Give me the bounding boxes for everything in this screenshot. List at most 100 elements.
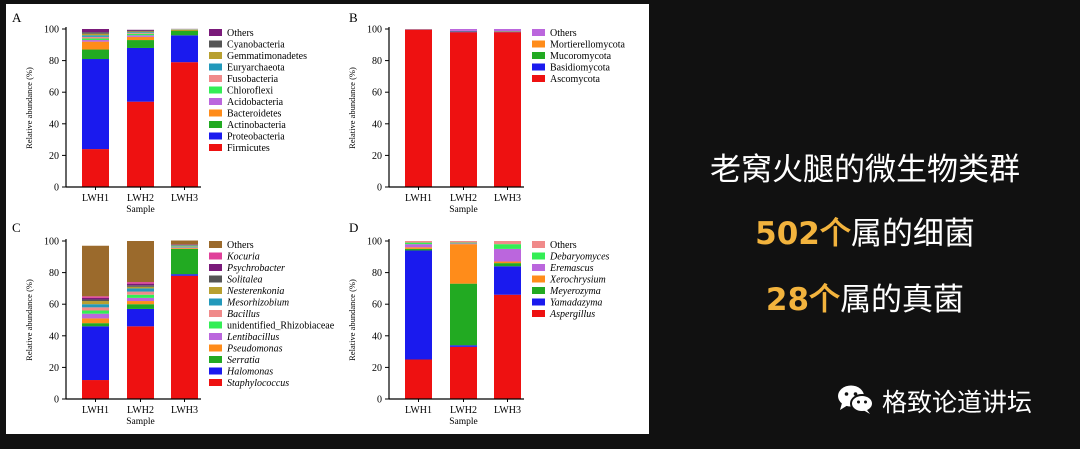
x-axis-label: Sample [449, 417, 478, 427]
bar-segment [171, 35, 198, 63]
legend-label: Proteobacteria [227, 132, 285, 143]
bar-segment [82, 29, 109, 33]
legend-label: Aspergillus [549, 309, 595, 320]
x-tick-label: LWH1 [82, 405, 109, 416]
bar-segment [494, 241, 521, 245]
legend-swatch [209, 298, 222, 306]
legend-label: unidentified_Rhizobiaceae [227, 321, 335, 332]
legend-label: Mucoromycota [550, 51, 612, 62]
bar-segment [171, 248, 198, 275]
legend-label: Nesterenkonia [226, 286, 284, 297]
bar-segment [405, 250, 432, 360]
legend-label: Serratia [227, 355, 260, 366]
y-tick-label: 80 [372, 268, 382, 279]
bar-segment [82, 40, 109, 42]
bar-segment [405, 248, 432, 251]
legend-label: Xerochrysium [549, 275, 606, 286]
legend-swatch [209, 333, 222, 340]
legend-swatch [209, 29, 222, 36]
bar-segment [450, 242, 477, 244]
x-tick-label: LWH1 [405, 193, 432, 204]
legend-label: Mesorhizobium [226, 298, 289, 309]
legend-swatch [209, 132, 222, 140]
legend-label: Cyanobacteria [227, 40, 285, 51]
bar-segment [450, 32, 477, 187]
legend-label: Basidiomycota [550, 63, 611, 74]
bar-segment [127, 291, 154, 295]
legend-label: Lentibacillus [226, 332, 279, 343]
legend-label: Mortierellomycota [550, 40, 626, 51]
bacteria-text: 属的细菌 [850, 216, 975, 252]
chart-figure: A LWH1 LWH2 LWH3 0 20 40 60 80 100 Relative abunda… [12, 10, 626, 427]
figure-panel: A LWH1 LWH2 LWH3 0 20 40 60 80 100 Relative abunda… [6, 4, 649, 434]
bar-segment [127, 304, 154, 309]
x-tick-label: LWH3 [494, 193, 521, 204]
bar-segment [127, 282, 154, 284]
bar-segment [127, 47, 154, 102]
bar-segment [82, 304, 109, 308]
legend-swatch [209, 264, 222, 271]
bar-segment [82, 326, 109, 381]
bar-segment [450, 346, 477, 399]
bar-segment [82, 380, 109, 399]
legend-label: Fusobacteria [227, 74, 279, 85]
legend-swatch [209, 344, 222, 352]
legend-swatch [209, 63, 222, 71]
bar-segment [171, 62, 198, 187]
bar-segment [127, 32, 154, 33]
bar-segment [450, 283, 477, 346]
legend-swatch [532, 52, 545, 59]
legend-swatch [209, 241, 222, 248]
legend-label: Actinobacteria [227, 120, 286, 131]
bar-segment [127, 35, 154, 37]
x-tick-label: LWH3 [171, 193, 198, 204]
x-tick-label: LWH1 [405, 405, 432, 416]
y-tick-label: 100 [44, 237, 59, 248]
panel-letter: A [12, 10, 22, 25]
bar-segment [82, 313, 109, 319]
legend-swatch [209, 356, 222, 363]
legend-swatch [532, 40, 545, 48]
legend-label: Yamadazyma [550, 298, 602, 309]
bar-segment [171, 240, 198, 245]
x-tick-label: LWH3 [171, 405, 198, 416]
legend-swatch [532, 63, 545, 71]
legend-swatch [209, 109, 222, 117]
y-tick-label: 20 [372, 151, 382, 162]
bar-segment [82, 297, 109, 300]
bar-segment [171, 30, 198, 36]
legend-label: Solitalea [227, 275, 263, 286]
x-tick-label: LWH2 [450, 405, 477, 416]
fungi-count: 28个 [765, 282, 841, 318]
legend-swatch [209, 367, 222, 375]
bar-segment [82, 35, 109, 37]
brand: 格致论道讲坛 [836, 384, 1032, 418]
legend-swatch [532, 252, 545, 260]
bar-segment [127, 36, 154, 41]
bar-segment [82, 41, 109, 50]
panel-b: B LWH1 LWH2 LWH3 0 20 40 60 80 100 Relative abunda… [347, 10, 626, 215]
bar-segment [405, 247, 432, 249]
legend-swatch [209, 40, 222, 48]
y-axis-label: Relative abundance (%) [24, 279, 34, 361]
bar-segment [450, 31, 477, 33]
wechat-icon [836, 383, 874, 420]
bar-segment [127, 294, 154, 298]
bar-segment [171, 29, 198, 31]
y-tick-label: 40 [372, 119, 382, 130]
bar-segment [127, 285, 154, 287]
caption-fungi: 28个属的真菌 [650, 274, 1080, 319]
bar-segment [494, 294, 521, 399]
bar-segment [82, 149, 109, 187]
legend-swatch [532, 264, 545, 271]
x-axis-label: Sample [126, 205, 155, 215]
y-tick-label: 60 [49, 300, 59, 311]
bar-segment [494, 261, 521, 264]
legend-swatch [209, 252, 222, 260]
legend-label: Chloroflexi [227, 86, 273, 97]
panel-c: C LWH1 LWH2 LWH3 0 20 40 60 80 100 Relative abunda… [12, 220, 335, 427]
y-tick-label: 40 [372, 331, 382, 342]
y-tick-label: 40 [49, 331, 59, 342]
legend-label: Debaryomyces [549, 252, 610, 263]
legend-swatch [532, 310, 545, 317]
